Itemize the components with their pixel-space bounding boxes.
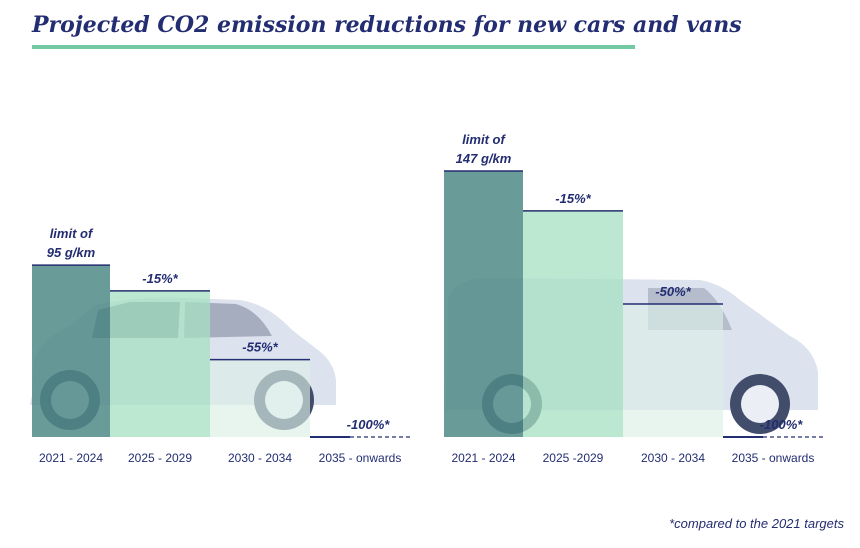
- car-value-label-1: limit of 95 g/km: [47, 226, 96, 260]
- car-value-label-3: -55%*: [242, 340, 278, 355]
- van-value-label-4: -100%*: [760, 417, 804, 432]
- van-bar-1: [444, 171, 523, 437]
- van-value-label-3: -50%*: [655, 284, 691, 299]
- car-bar-3: [210, 359, 310, 437]
- van-category-label-4: 2035 - onwards: [732, 451, 815, 465]
- car-value-label-2: -15%*: [142, 271, 178, 286]
- van-category-label-2: 2025 -2029: [543, 451, 604, 465]
- car-category-label-4: 2035 - onwards: [319, 451, 402, 465]
- car-value-label-4: -100%*: [347, 417, 391, 432]
- title-underline: [32, 45, 635, 49]
- van-bar-2: [523, 210, 623, 437]
- footnote: *compared to the 2021 targets: [669, 516, 844, 531]
- car-category-label-2: 2025 - 2029: [128, 451, 192, 465]
- car-bar-1: [32, 265, 110, 437]
- van-category-label-1: 2021 - 2024: [451, 451, 515, 465]
- car-bar-2: [110, 290, 210, 437]
- van-bar-3: [623, 304, 723, 437]
- car-category-label-3: 2030 - 2034: [228, 451, 292, 465]
- chart-title: Projected CO2 emission reductions for ne…: [32, 12, 742, 38]
- van-value-label-1: limit of 147 g/km: [456, 132, 512, 166]
- van-category-label-3: 2030 - 2034: [641, 451, 705, 465]
- car-category-label-1: 2021 - 2024: [39, 451, 103, 465]
- van-value-label-2: -15%*: [555, 191, 591, 206]
